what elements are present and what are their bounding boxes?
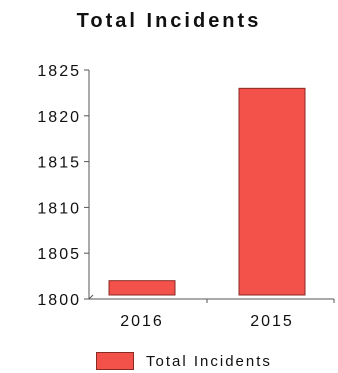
- y-tick-label: 1800: [37, 292, 81, 309]
- x-tick-label: 2015: [250, 313, 294, 330]
- y-tick-label: 1825: [37, 63, 81, 80]
- x-axis: 2016 2015: [88, 294, 335, 330]
- bars: [108, 87, 306, 296]
- legend-swatch: [96, 352, 134, 370]
- y-tick-label: 1815: [37, 155, 81, 172]
- y-tick-label: 1810: [37, 200, 81, 217]
- y-tick-label: 1820: [37, 109, 81, 126]
- legend-label: Total Incidents: [146, 352, 272, 370]
- chart-title: Total Incidents: [76, 10, 262, 32]
- bar: [238, 87, 306, 296]
- y-axis: 1800 1805 1810 1815 1820 1825: [37, 63, 90, 309]
- y-tick-label: 1805: [37, 246, 81, 263]
- legend: Total Incidents: [96, 351, 272, 371]
- x-axis-depth-line: [88, 294, 94, 300]
- bar: [108, 280, 176, 296]
- x-tick-label: 2016: [120, 313, 164, 330]
